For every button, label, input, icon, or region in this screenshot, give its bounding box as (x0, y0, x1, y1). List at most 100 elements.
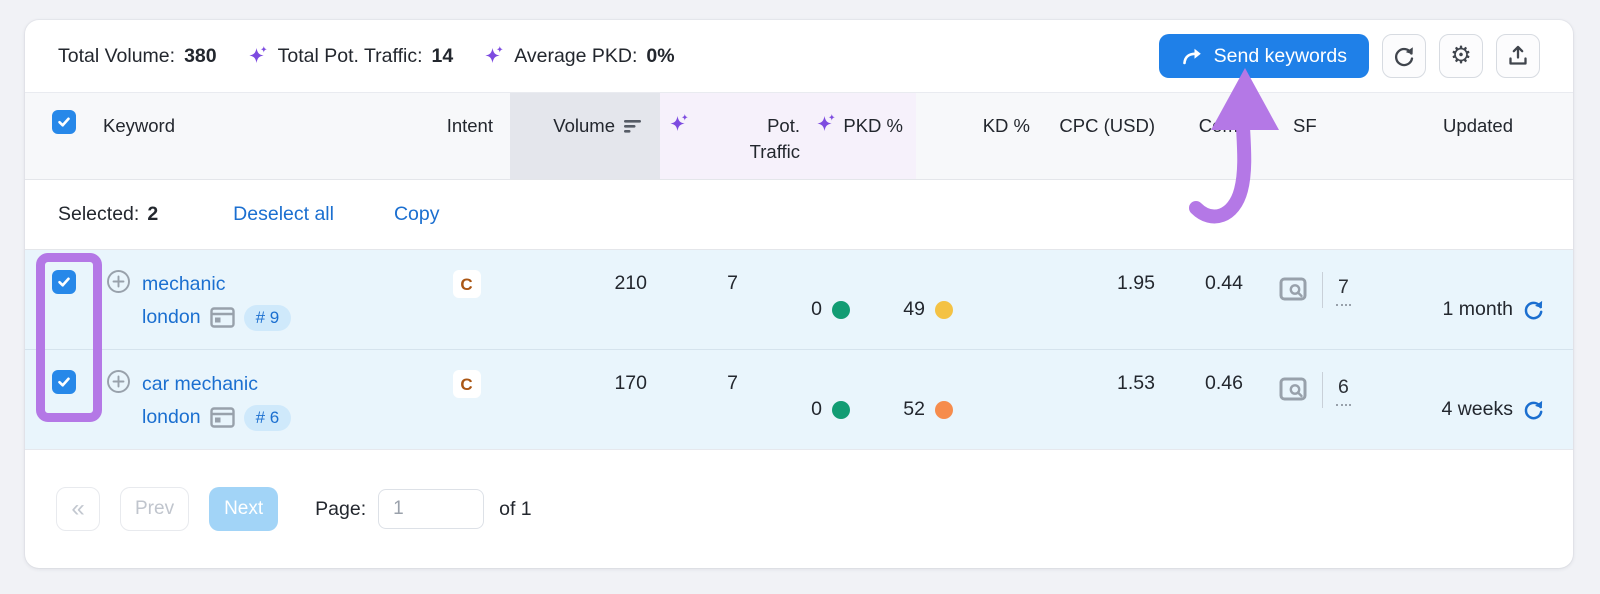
deselect-all-link[interactable]: Deselect all (233, 203, 334, 225)
stat-value: 0% (646, 44, 675, 67)
com-value: 0.44 (1205, 272, 1243, 294)
add-to-list-icon[interactable] (105, 268, 132, 349)
column-header-updated[interactable]: Updated (1443, 115, 1513, 136)
keyword-link[interactable]: mechanic (142, 273, 226, 295)
next-page-button[interactable]: Next (209, 487, 279, 531)
divider (1322, 272, 1323, 308)
checkbox-checked-icon (52, 270, 76, 294)
kd-score-dot (935, 400, 953, 419)
first-page-button[interactable]: « (56, 487, 100, 531)
kd-value: 52 (903, 398, 925, 420)
stat-label: Average PKD: (514, 44, 638, 67)
keyword-cell: car mechanic london # 6 (103, 350, 423, 449)
intent-cell: C (423, 250, 510, 349)
serp-preview-icon[interactable] (209, 307, 235, 328)
sparkle-icon (815, 113, 837, 135)
intent-cell: C (423, 350, 510, 449)
table-header-row: Keyword Intent Volume Pot. Traffic (25, 93, 1573, 180)
pkd-cell: 0 (811, 350, 916, 449)
share-arrow-icon (1181, 45, 1203, 67)
selection-bar: Selected: 2 Deselect all Copy (25, 180, 1573, 250)
row-checkbox[interactable] (25, 250, 103, 349)
stat-total-volume: Total Volume: 380 (58, 45, 217, 68)
serp-features-preview-icon[interactable] (1279, 277, 1309, 303)
pkd-score-dot (832, 400, 850, 419)
sf-count-link[interactable]: 7 (1336, 274, 1351, 306)
sf-cell: 7 (1249, 250, 1374, 314)
column-header-pkd[interactable]: PKD % (813, 93, 916, 179)
column-header-cpc[interactable]: CPC (USD) (1059, 115, 1155, 136)
checkbox-checked-icon (52, 370, 76, 394)
selected-count: 2 (147, 203, 159, 225)
export-icon (1506, 44, 1530, 68)
copy-link[interactable]: Copy (393, 203, 440, 225)
select-all-checkbox[interactable] (25, 93, 103, 179)
pot-traffic-value: 7 (727, 272, 738, 294)
add-to-list-icon[interactable] (105, 368, 132, 449)
sort-desc-icon (624, 118, 643, 134)
cpc-value: 1.95 (1117, 272, 1155, 294)
prev-page-button[interactable]: Prev (120, 487, 190, 531)
cpc-value: 1.53 (1117, 372, 1155, 394)
sparkle-icon (668, 113, 690, 135)
toolbar-actions: Send keywords ⚙ (1158, 34, 1540, 78)
column-header-volume-label: Volume (553, 115, 615, 136)
column-header-pot-line2: Traffic (749, 141, 800, 162)
column-header-com[interactable]: Com. (1198, 115, 1243, 136)
page-label: Page: (315, 497, 367, 520)
row-checkbox[interactable] (25, 350, 103, 449)
selected-label: Selected: (58, 203, 140, 225)
column-header-sf[interactable]: SF (1293, 115, 1317, 136)
volume-value: 210 (614, 272, 647, 294)
summary-stats: Total Volume: 380 Total Pot. Traffic: 14… (58, 45, 675, 68)
settings-button[interactable]: ⚙ (1439, 34, 1483, 78)
serp-preview-icon[interactable] (209, 407, 235, 428)
kd-score-dot (935, 300, 953, 319)
column-header-intent[interactable]: Intent (446, 115, 493, 136)
column-header-pkd-label: PKD % (843, 115, 903, 136)
export-button[interactable] (1496, 34, 1540, 78)
column-header-kd[interactable]: KD % (982, 115, 1030, 136)
divider (1322, 372, 1323, 408)
refresh-icon (1392, 44, 1416, 68)
page-input[interactable] (378, 489, 485, 529)
updated-cell: 1 month (1374, 250, 1573, 349)
sf-count-link[interactable]: 6 (1336, 374, 1351, 406)
stat-label: Total Pot. Traffic: (277, 44, 423, 67)
keyword-cell: mechanic london # 9 (103, 250, 423, 349)
volume-value: 170 (614, 372, 647, 394)
intent-commercial-badge: C (452, 270, 481, 298)
send-keywords-label: Send keywords (1213, 44, 1347, 67)
stat-label: Total Volume: (58, 44, 176, 67)
send-keywords-button[interactable]: Send keywords (1158, 34, 1369, 78)
updated-value: 1 month (1442, 298, 1513, 320)
checkbox-checked-icon (52, 110, 76, 134)
position-badge[interactable]: # 9 (243, 304, 292, 331)
column-header-pot-line1: Pot. (767, 115, 800, 136)
position-badge[interactable]: # 6 (243, 404, 292, 431)
stat-total-pot-traffic: Total Pot. Traffic: 14 (247, 44, 453, 68)
refresh-metrics-icon[interactable] (1522, 398, 1545, 421)
refresh-button[interactable] (1382, 34, 1426, 78)
updated-value: 4 weeks (1441, 398, 1513, 420)
keyword-link[interactable]: car mechanic (142, 373, 258, 395)
kd-cell: 52 (903, 350, 1036, 449)
serp-features-preview-icon[interactable] (1279, 377, 1309, 403)
sparkle-icon (247, 45, 269, 67)
keyword-link-line2[interactable]: london (142, 406, 201, 428)
summary-toolbar: Total Volume: 380 Total Pot. Traffic: 14… (25, 20, 1573, 93)
keyword-link-line2[interactable]: london (142, 306, 201, 328)
column-header-pot-traffic[interactable]: Pot. Traffic (660, 93, 813, 179)
pot-traffic-value: 7 (727, 372, 738, 394)
kd-cell: 49 (903, 250, 1036, 349)
column-header-volume[interactable]: Volume (510, 93, 660, 179)
sparkle-icon (483, 45, 505, 67)
updated-cell: 4 weeks (1374, 350, 1573, 449)
stat-value: 380 (184, 44, 217, 67)
intent-commercial-badge: C (452, 370, 481, 398)
column-header-keyword[interactable]: Keyword (103, 115, 175, 136)
page-total-label: of 1 (499, 497, 532, 520)
refresh-metrics-icon[interactable] (1522, 298, 1545, 321)
pagination-bar: « Prev Next Page: of 1 (25, 450, 1573, 568)
